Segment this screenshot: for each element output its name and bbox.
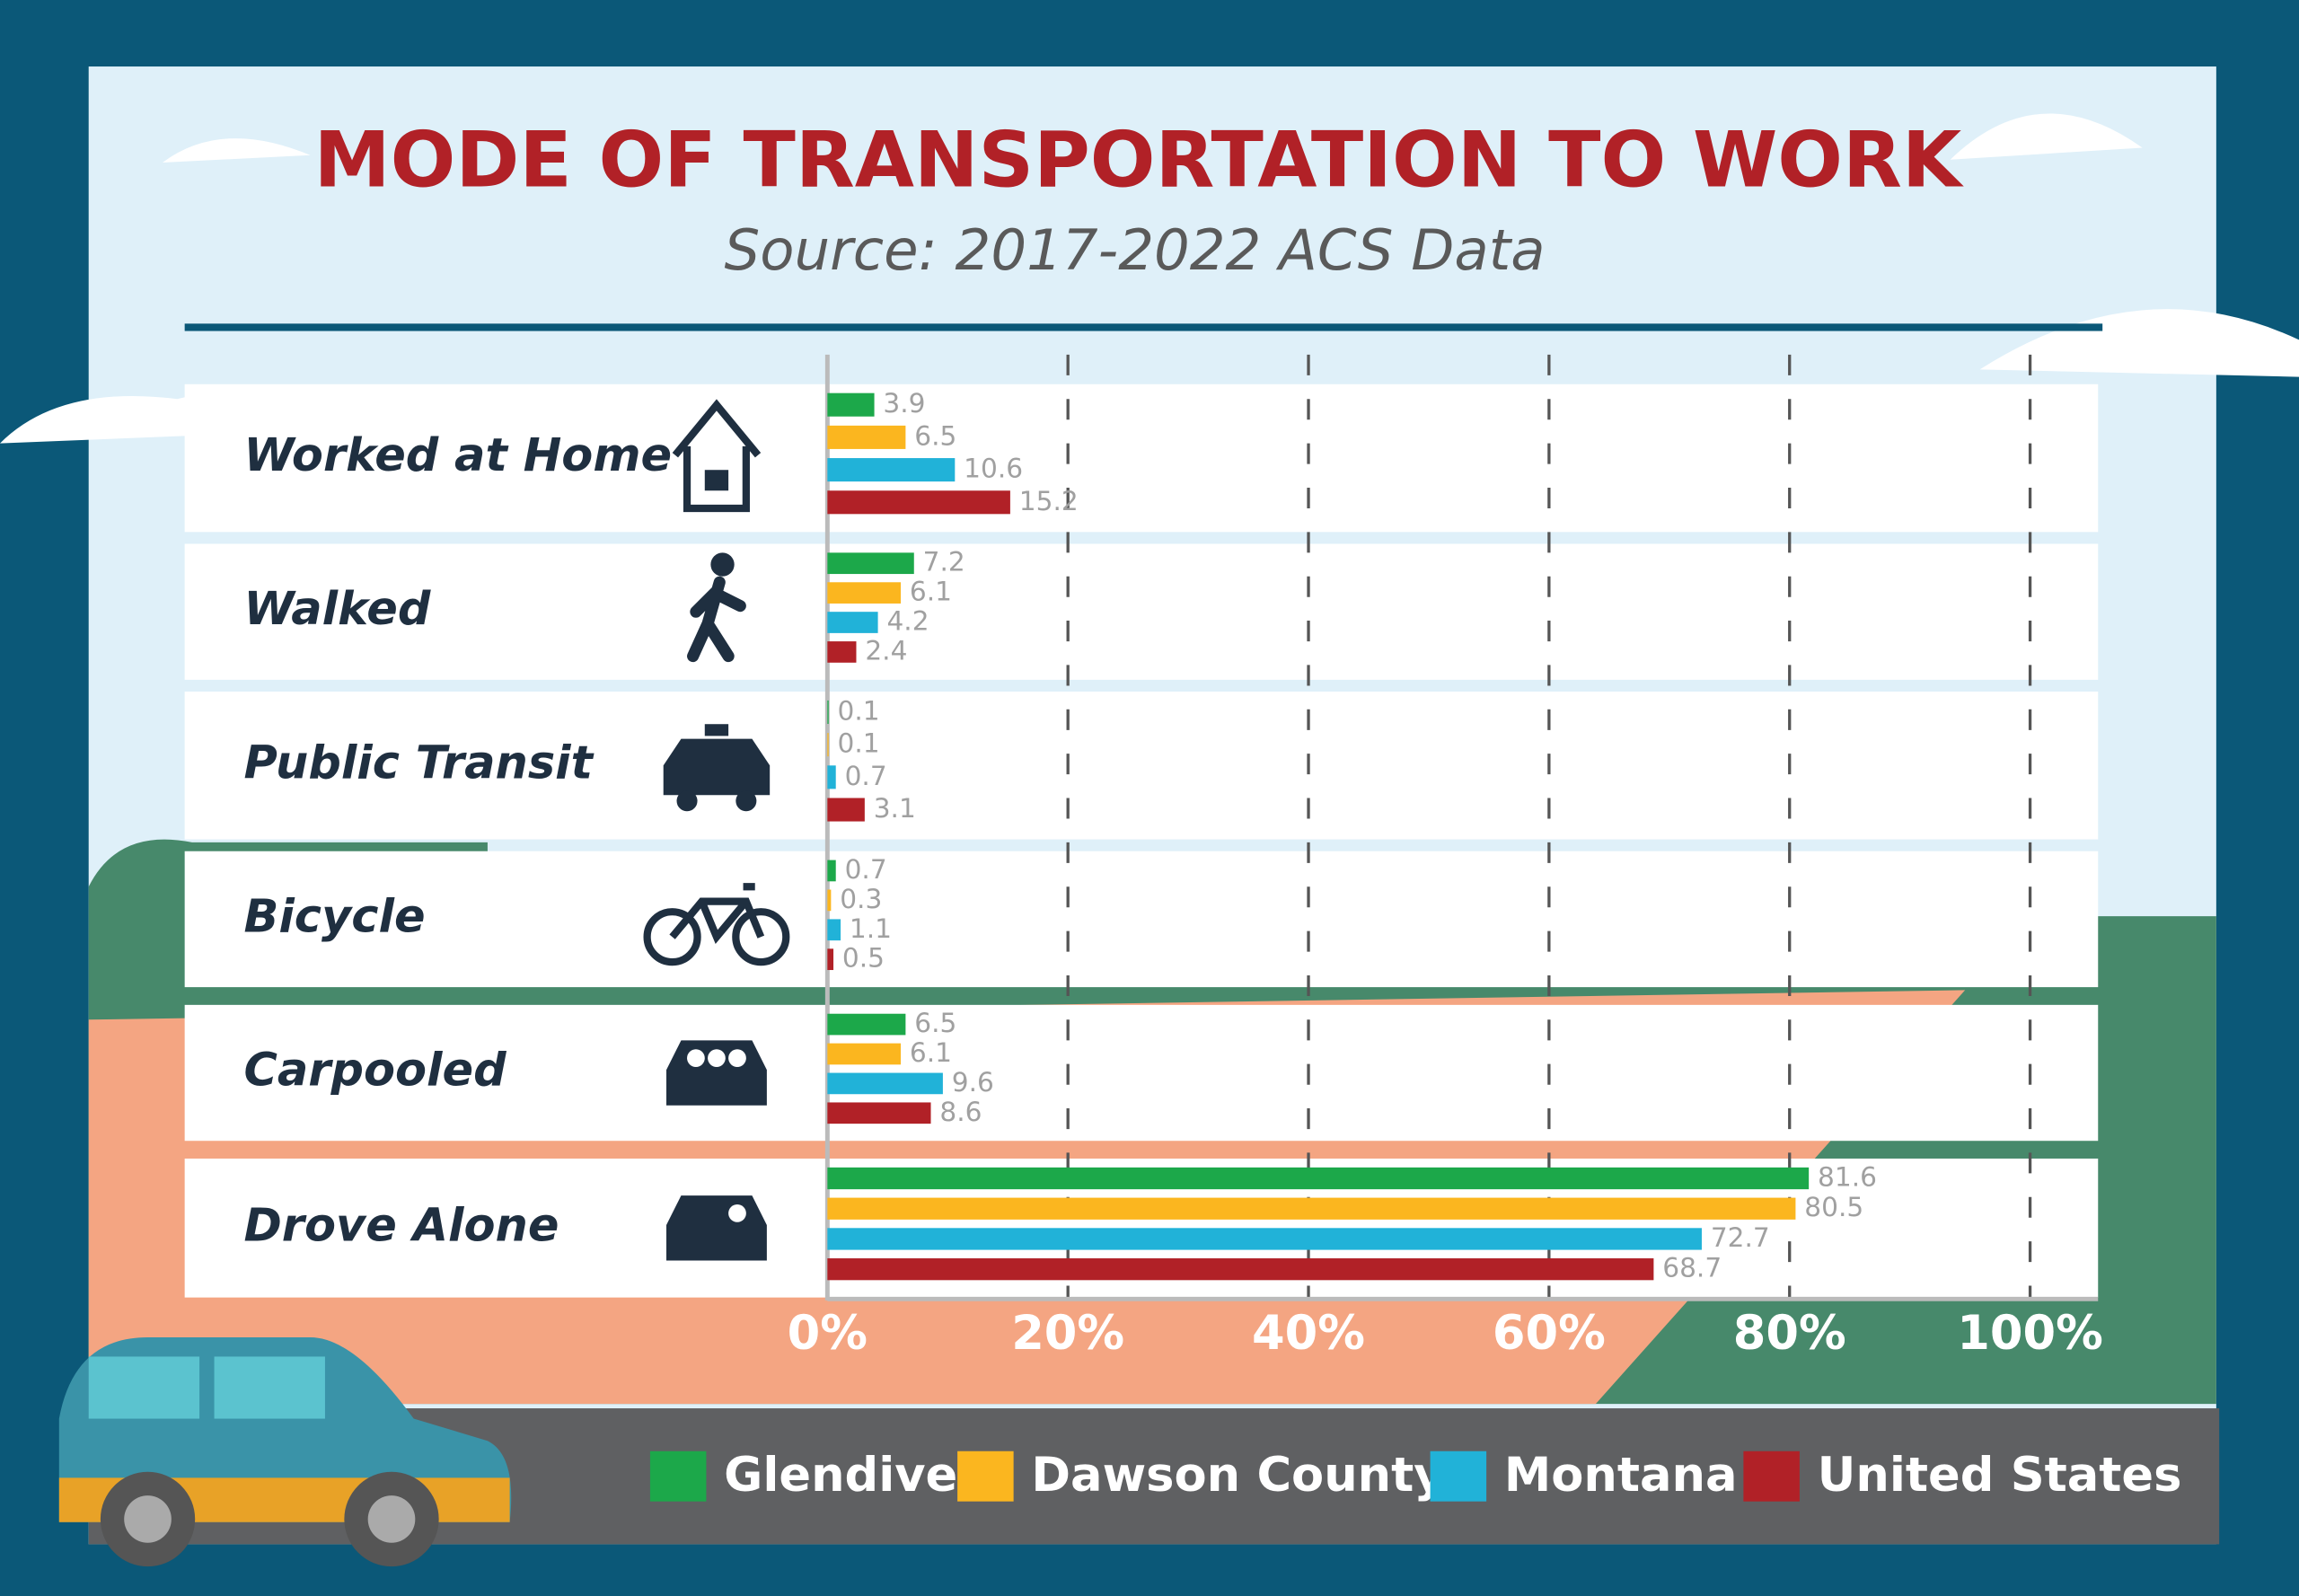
bar [827, 1228, 1702, 1250]
bar [827, 700, 829, 724]
legend-swatch [1430, 1451, 1487, 1502]
legend-swatch [649, 1451, 707, 1502]
value-label: 7.2 [923, 547, 965, 578]
bar [827, 733, 829, 757]
value-label: 6.5 [914, 420, 956, 451]
value-label: 0.1 [838, 728, 880, 759]
bar [827, 425, 906, 449]
value-label: 0.3 [840, 884, 882, 914]
x-tick-label: 80% [1733, 1306, 1846, 1361]
category-icon [666, 1195, 767, 1261]
row-panel [184, 851, 2099, 988]
x-tick-label: 60% [1493, 1306, 1606, 1361]
category-icon [687, 552, 746, 663]
bar [827, 458, 956, 482]
legend-label: United States [1818, 1448, 2182, 1503]
bar [827, 641, 857, 663]
cloud [162, 113, 2299, 377]
bar [827, 1102, 931, 1124]
bar [827, 1258, 1654, 1281]
value-label: 0.7 [845, 761, 887, 791]
bar [827, 1013, 906, 1036]
value-label: 15.2 [1019, 486, 1079, 516]
x-tick-label: 20% [1011, 1306, 1124, 1361]
bar [827, 1197, 1796, 1220]
bar [827, 798, 865, 822]
x-tick-label: 100% [1957, 1306, 2103, 1361]
value-label: 72.7 [1711, 1222, 1770, 1253]
legend-swatch [1743, 1451, 1800, 1502]
bar [827, 392, 875, 417]
value-label: 6.1 [910, 577, 952, 607]
chart-title: MODE OF TRANSPORTATION TO WORK [313, 117, 1963, 206]
bar [827, 552, 914, 575]
divider [184, 323, 2103, 331]
bar [827, 490, 1010, 515]
category-label: Bicycle [243, 890, 425, 943]
row-panel [184, 1004, 2099, 1142]
legend-label: Glendive [724, 1448, 957, 1503]
x-tick-label: 0% [788, 1306, 868, 1361]
car [58, 1337, 512, 1567]
value-label: 10.6 [964, 454, 1023, 484]
category-icon [643, 883, 790, 966]
bar [827, 1043, 902, 1065]
x-tick-label: 40% [1252, 1306, 1365, 1361]
bar [827, 1072, 943, 1095]
value-label: 9.6 [952, 1067, 994, 1098]
category-icon [666, 1040, 767, 1106]
value-label: 68.7 [1662, 1253, 1722, 1283]
value-label: 80.5 [1804, 1192, 1863, 1222]
chart-subtitle: Source: 2017-2022 ACS Data [725, 217, 1546, 283]
value-label: 8.6 [939, 1097, 982, 1127]
category-icon [672, 399, 762, 513]
value-label: 81.6 [1818, 1161, 1877, 1192]
value-label: 0.7 [845, 854, 887, 885]
bar [827, 860, 836, 882]
category-label: Public Transit [243, 736, 594, 789]
row-panel [184, 692, 2099, 840]
value-label: 6.5 [914, 1008, 956, 1038]
legend-swatch [957, 1451, 1014, 1502]
row-panel [184, 384, 2099, 533]
value-label: 3.9 [883, 388, 925, 419]
bar [827, 612, 878, 633]
bar [827, 919, 841, 941]
category-label: Walked [243, 583, 430, 636]
category-label: Worked at Home [243, 429, 672, 482]
bar [827, 1167, 1810, 1190]
bar [827, 765, 836, 789]
category-icon [663, 724, 771, 812]
legend-label: Montana [1504, 1448, 1738, 1503]
value-label: 3.1 [874, 793, 916, 824]
value-label: 0.5 [842, 943, 885, 974]
category-label: Drove Alone [243, 1199, 559, 1252]
value-label: 1.1 [850, 913, 892, 944]
value-label: 0.1 [838, 695, 880, 726]
value-label: 2.4 [865, 635, 907, 666]
row-panel [184, 543, 2099, 680]
bar [827, 889, 832, 912]
category-label: Carpooled [243, 1045, 506, 1098]
value-label: 6.1 [910, 1037, 952, 1068]
value-label: 4.2 [886, 606, 929, 637]
legend-label: Dawson County [1031, 1448, 1444, 1503]
bar [827, 948, 834, 971]
bar [827, 582, 902, 604]
